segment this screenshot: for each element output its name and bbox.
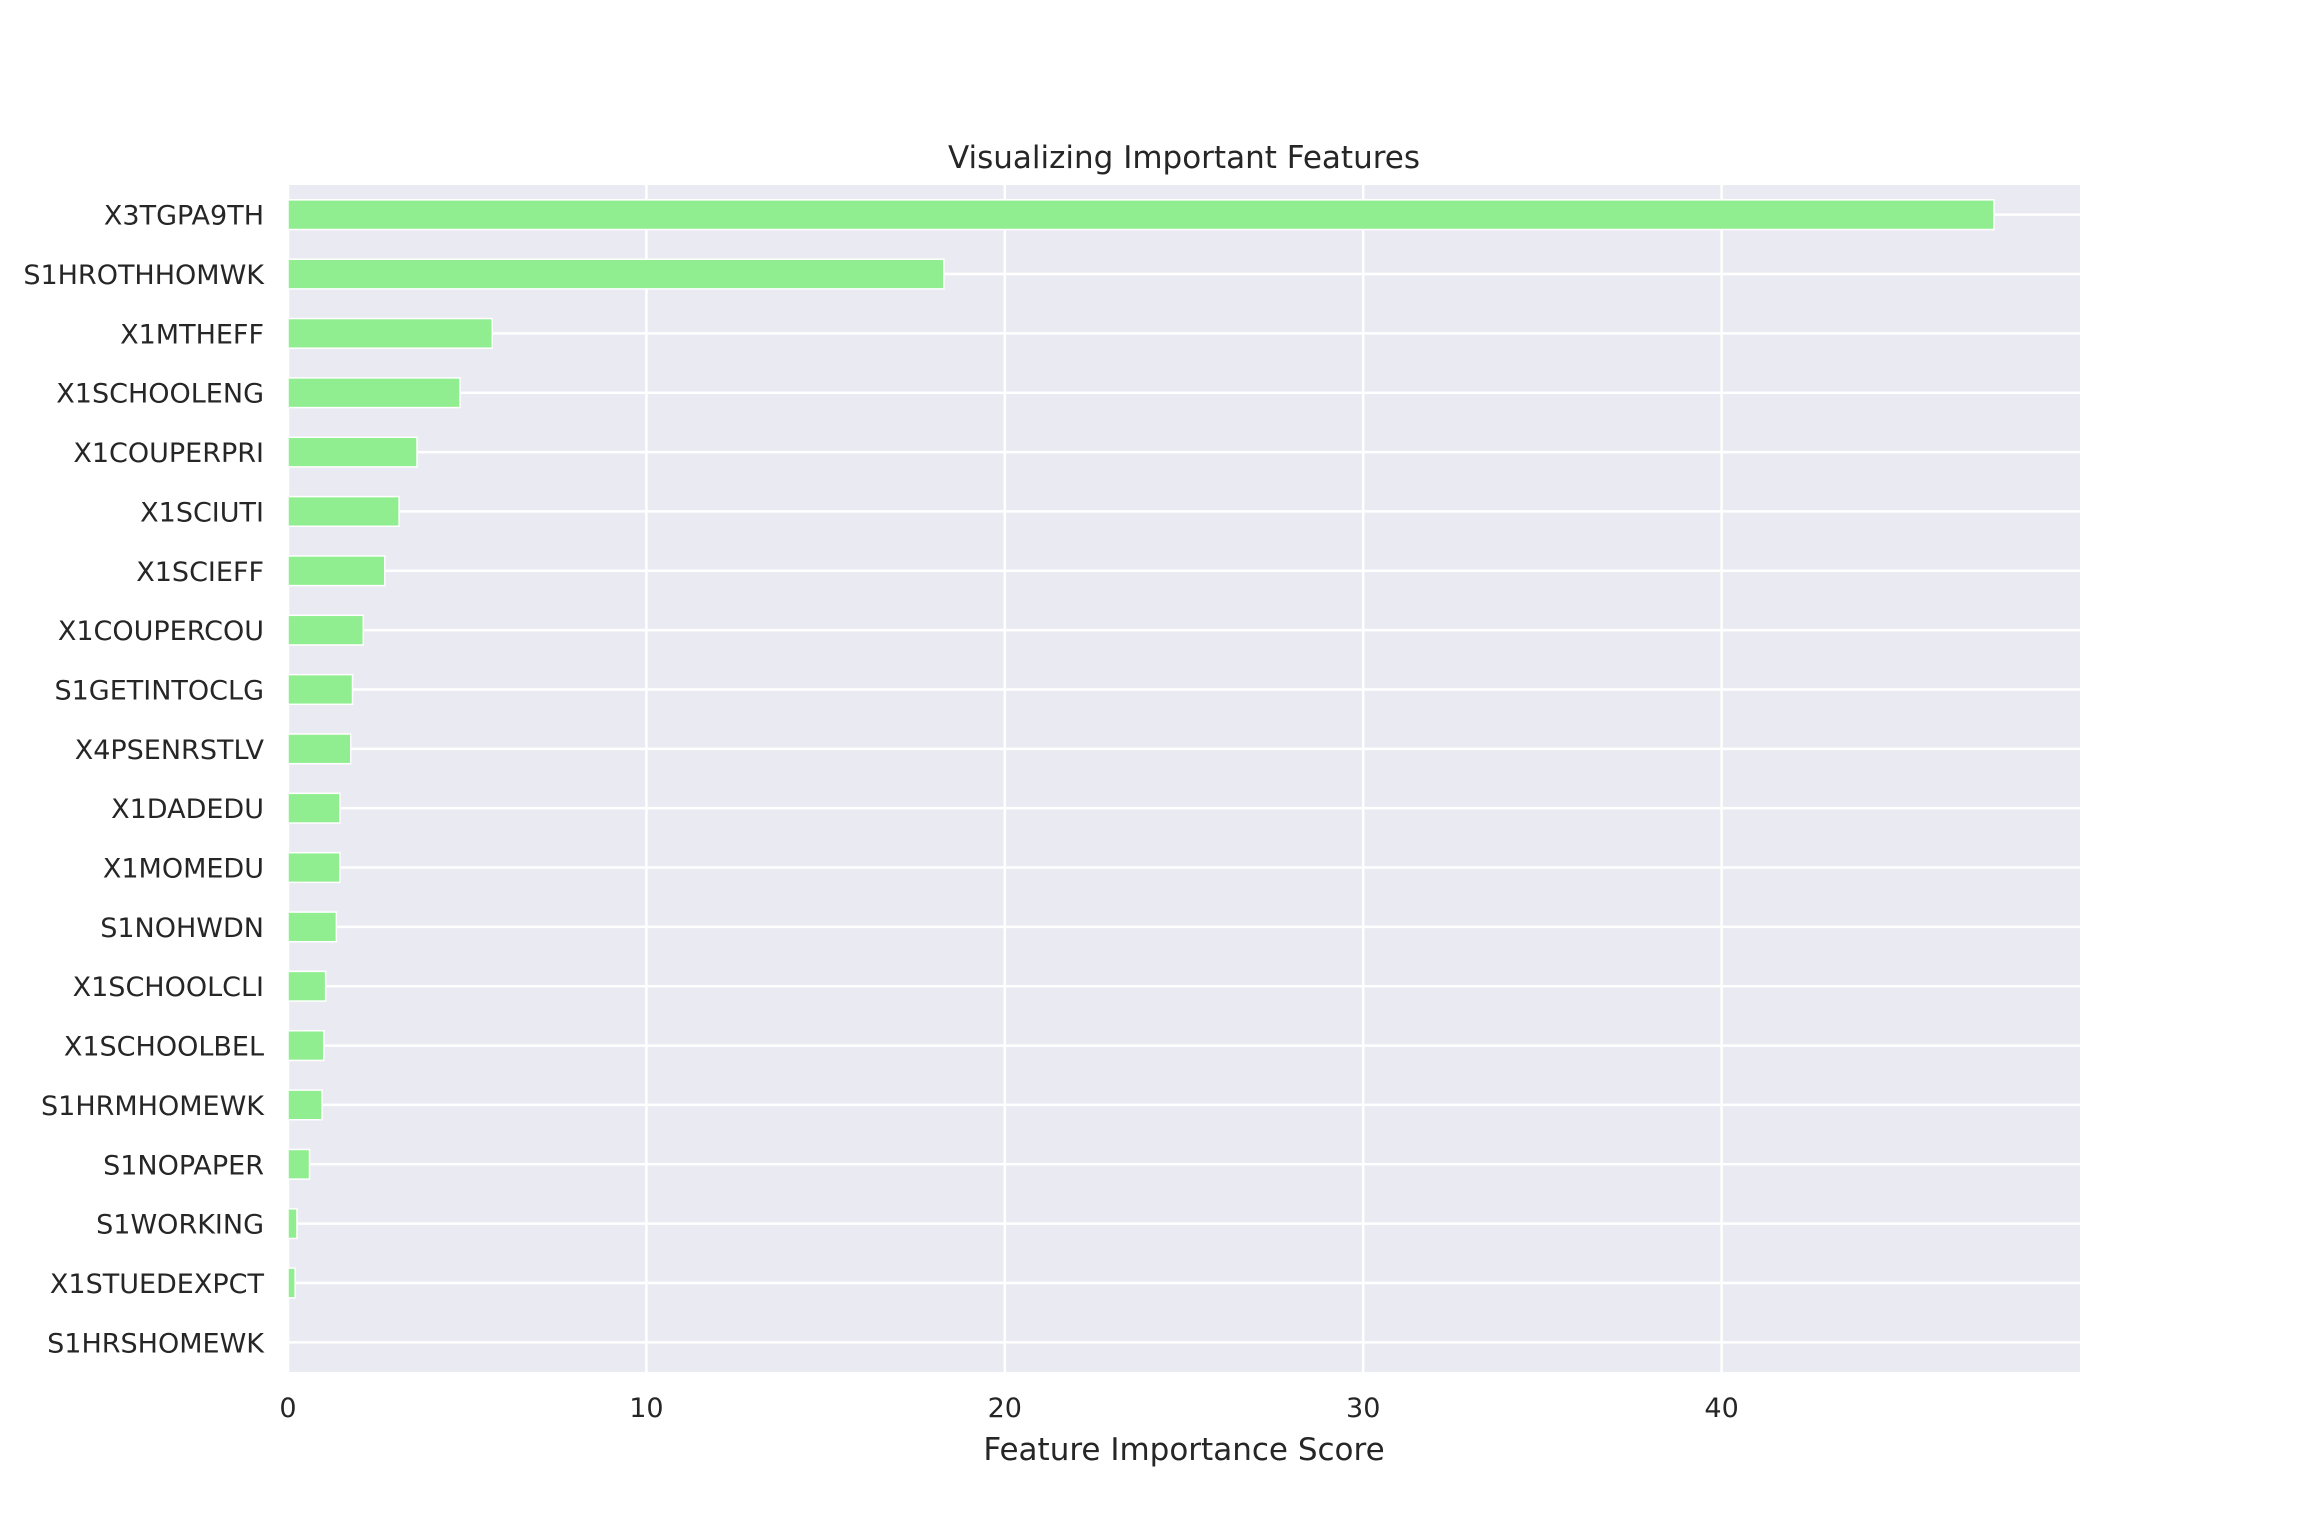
bar-x1schoolbel [287, 1029, 325, 1062]
x-tick-labels: 0 10 20 30 40 [279, 1393, 1738, 1424]
bar-x1dadedu [287, 792, 341, 824]
bar-x3tgpa9th [287, 199, 1995, 231]
bar-x1stuedexpct [287, 1267, 296, 1299]
category-label-x1mtheff: X1MTHEFF [120, 319, 264, 350]
bar-x1momedu [287, 851, 341, 884]
bar-x1couperpri [287, 436, 418, 468]
x-tick-label-1: 10 [629, 1393, 663, 1424]
category-label-x1schoolcli: X1SCHOOLCLI [73, 972, 264, 1003]
category-label-s1hrothhomwk: S1HROTHHOMWK [23, 260, 265, 291]
bar-x1mtheff [287, 317, 494, 349]
category-label-x1coupercou: X1COUPERCOU [58, 616, 264, 647]
category-labels: X3TGPA9TH S1HROTHHOMWK X1MTHEFF X1SCHOOLENG… [23, 201, 265, 1360]
x-tick-label-2: 20 [988, 1393, 1022, 1424]
bar-x4psenrstlv [287, 733, 352, 765]
category-label-s1hrshomewk: S1HRSHOMEWK [47, 1328, 265, 1359]
category-label-s1nopaper: S1NOPAPER [103, 1150, 264, 1181]
category-label-x3tgpa9th: X3TGPA9TH [104, 201, 264, 232]
bar-x1scieff [287, 555, 386, 587]
category-label-x1scieff: X1SCIEFF [136, 557, 264, 588]
bar-x1schoolcli [287, 970, 327, 1002]
category-label-x1sciuti: X1SCIUTI [140, 497, 264, 528]
bar-x1coupercou [287, 614, 365, 646]
bar-x1sciuti [287, 495, 400, 528]
x-tick-label-4: 40 [1704, 1393, 1738, 1424]
chart-title: Visualizing Important Features [948, 140, 1420, 176]
bar-s1nopaper [287, 1148, 311, 1180]
bar-s1nohwdn [287, 911, 338, 943]
category-label-x1schooleng: X1SCHOOLENG [56, 379, 264, 410]
bar-s1hrmhomewk [287, 1089, 323, 1121]
bars [287, 199, 1995, 1299]
category-label-s1nohwdn: S1NOHWDN [100, 913, 264, 944]
bar-s1getintoclg [287, 673, 354, 706]
category-label-x1schoolbel: X1SCHOOLBEL [64, 1032, 264, 1063]
category-label-x1couperpri: X1COUPERPRI [73, 438, 264, 469]
category-label-x4psenrstlv: X4PSENRSTLV [75, 735, 265, 766]
category-label-x1stuedexpct: X1STUEDEXPCT [50, 1269, 265, 1300]
category-label-x1dadedu: X1DADEDU [111, 794, 264, 825]
category-label-s1getintoclg: S1GETINTOCLG [54, 675, 264, 706]
category-label-s1hrmhomewk: S1HRMHOMEWK [41, 1091, 265, 1122]
x-axis-title: Feature Importance Score [983, 1432, 1384, 1468]
bar-s1working [287, 1208, 298, 1240]
x-tick-label-0: 0 [279, 1393, 296, 1424]
category-label-x1momedu: X1MOMEDU [103, 854, 264, 885]
x-tick-label-3: 30 [1346, 1393, 1380, 1424]
bar-x1schooleng [287, 377, 461, 409]
bar-s1hrothhomwk [287, 258, 945, 290]
plot-background [288, 185, 2080, 1372]
category-label-s1working: S1WORKING [96, 1210, 264, 1241]
